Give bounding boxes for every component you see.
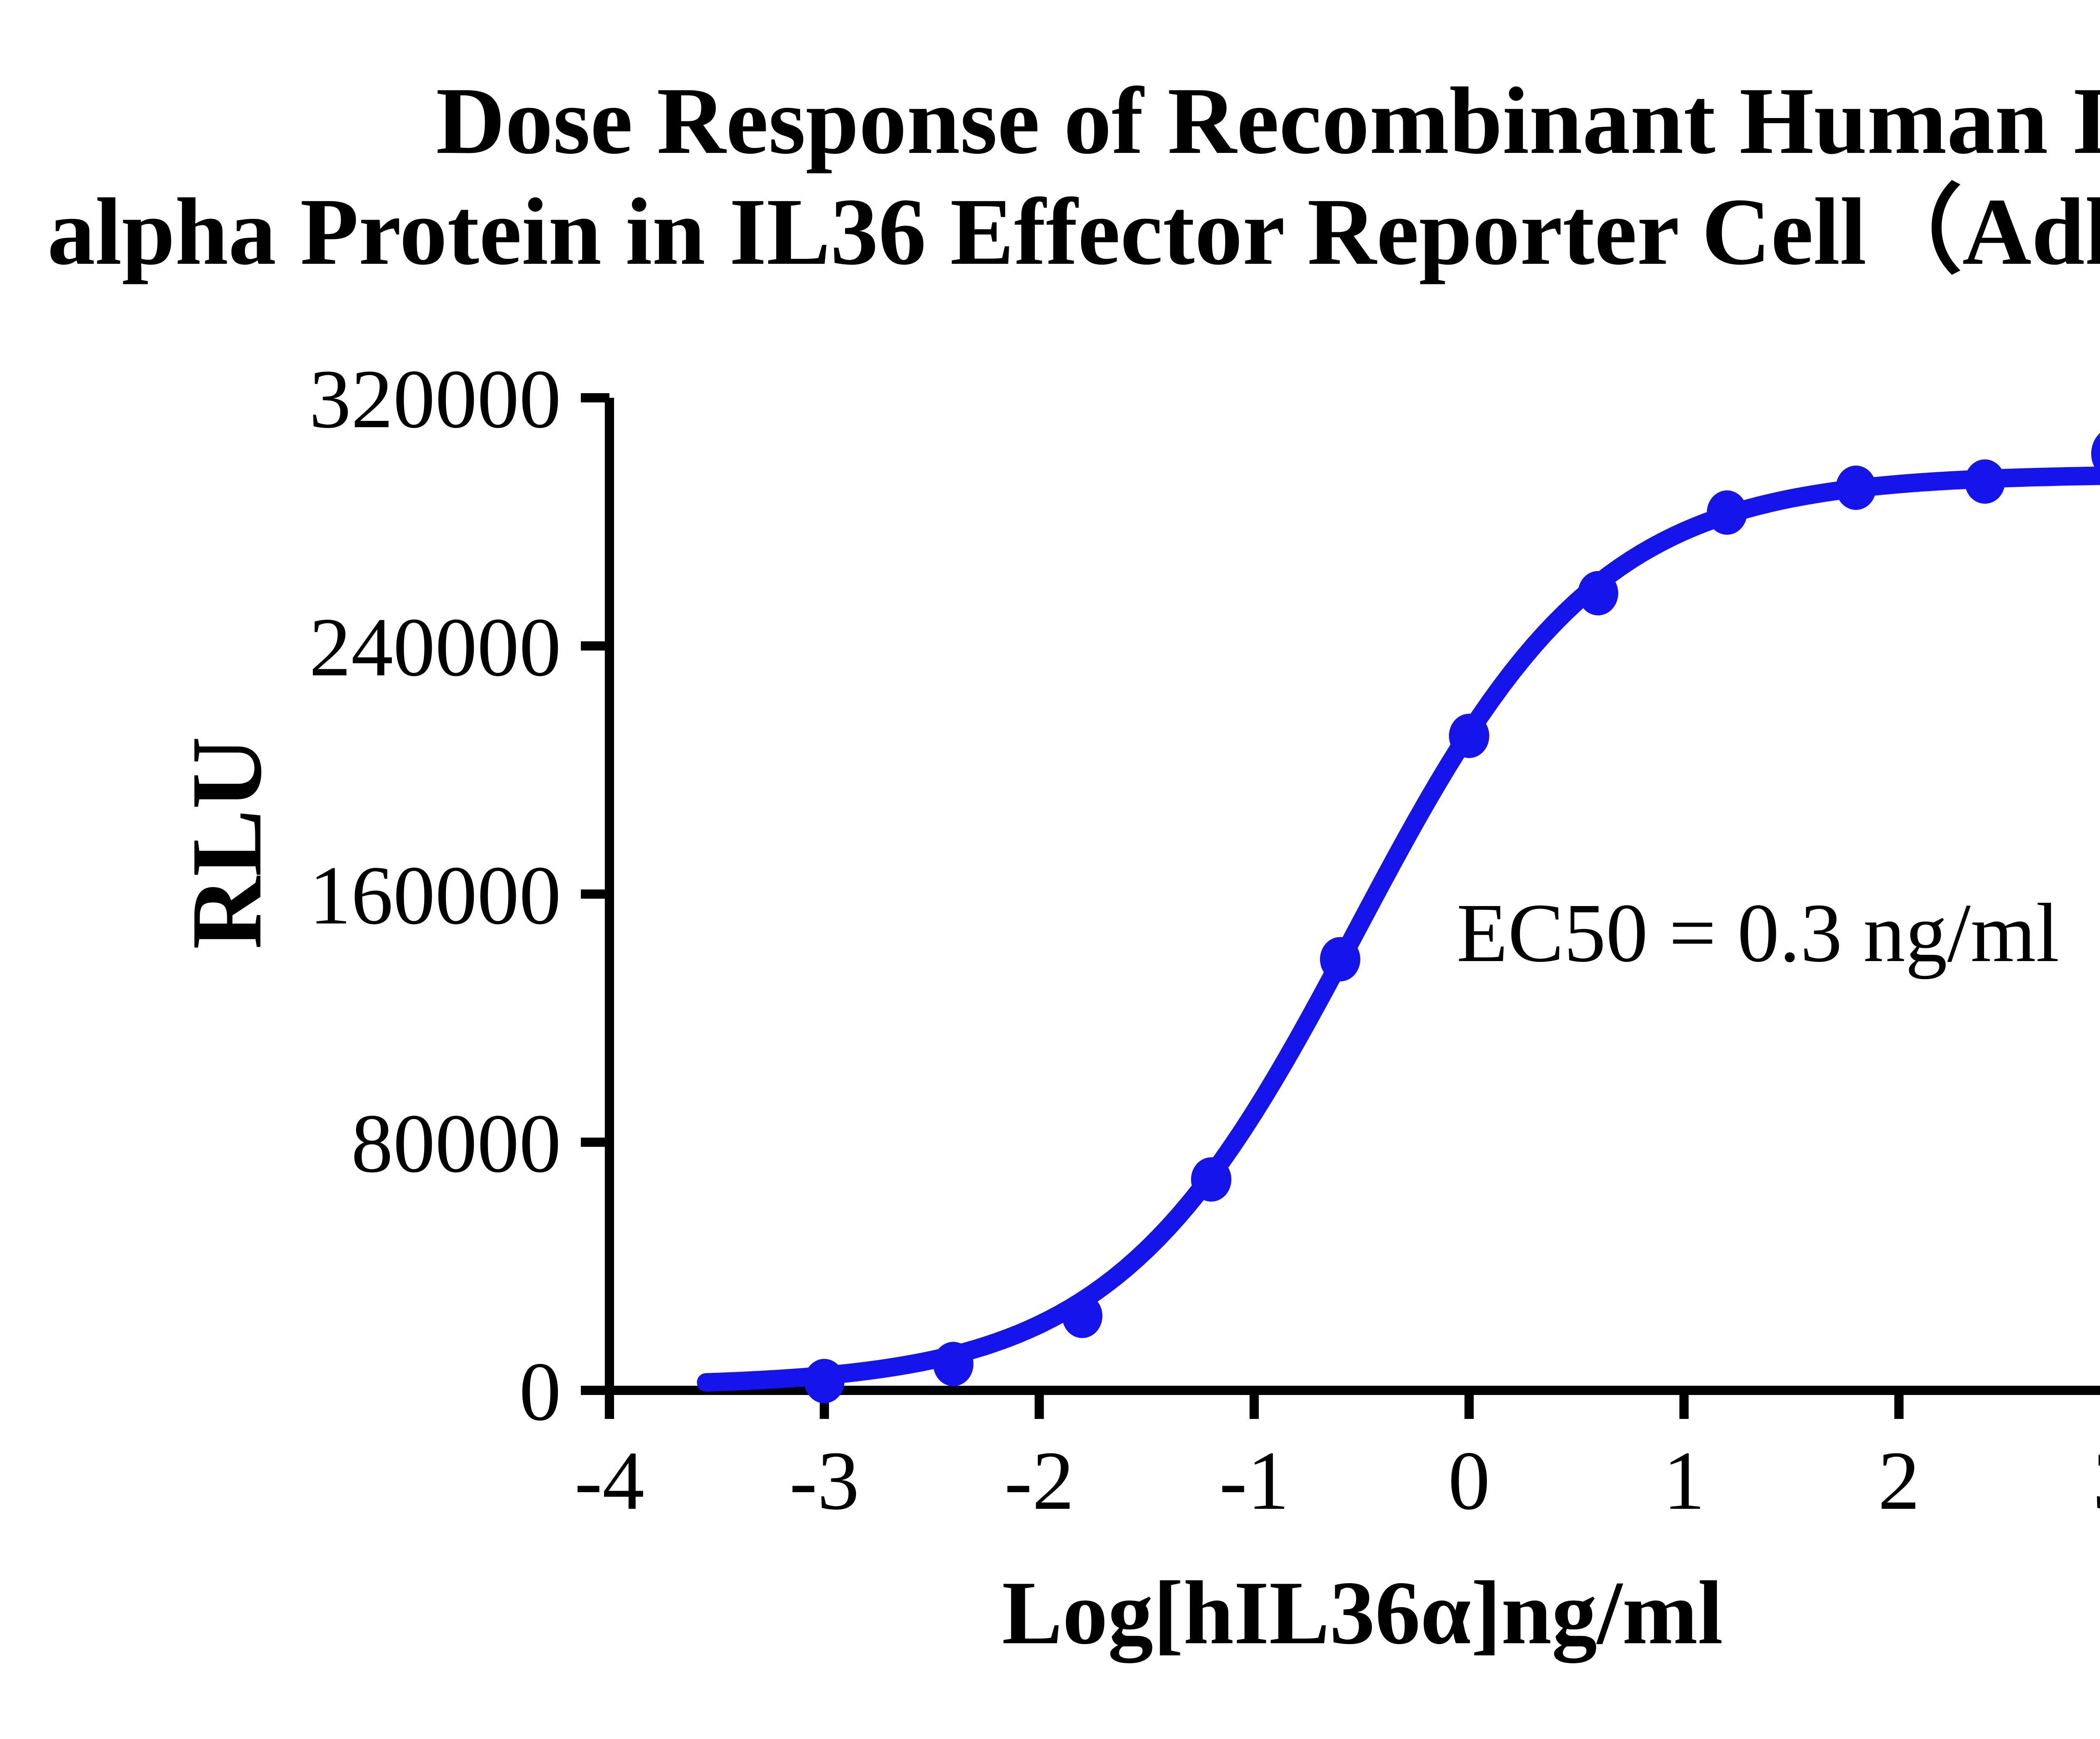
chart-title-line1: Dose Response of Recombinant Human IL36 [436, 69, 2100, 175]
data-point [1320, 937, 1360, 982]
data-point [1964, 459, 2005, 504]
x-tick-label: -3 [789, 1434, 859, 1527]
data-point [1835, 465, 1876, 510]
x-tick-label: 0 [1448, 1434, 1490, 1527]
data-point [933, 1342, 974, 1387]
y-tick-label: 160000 [309, 849, 561, 942]
data-point [2091, 433, 2100, 474]
data-point [1449, 714, 1489, 758]
x-tick-label: -2 [1004, 1434, 1074, 1527]
y-tick-label: 320000 [309, 353, 561, 446]
ec50-annotation: EC50 = 0.3 ng/ml [1457, 885, 2060, 980]
x-tick-label: 2 [1878, 1434, 1920, 1527]
chart-title-line2: alpha Protein in IL36 Effector Reporter … [47, 180, 2100, 286]
data-point [1706, 490, 1747, 535]
y-tick-label: 0 [519, 1345, 561, 1438]
data-point [804, 1359, 845, 1403]
y-tick-label: 240000 [309, 601, 561, 694]
chart-title: Dose Response of Recombinant Human IL36 … [0, 67, 2100, 289]
y-tick-label: 80000 [351, 1097, 561, 1190]
x-tick-label: 1 [1663, 1434, 1705, 1527]
x-tick-label: 3 [2093, 1434, 2100, 1527]
x-axis-title: Log[hIL36α]ng/ml [1002, 1563, 1723, 1663]
data-point [1191, 1157, 1231, 1202]
x-tick-label: -4 [575, 1434, 645, 1527]
x-tick-label: -1 [1219, 1434, 1289, 1527]
data-point [1578, 571, 1618, 616]
data-point [1062, 1293, 1102, 1338]
y-axis-title: RLU [171, 736, 282, 949]
